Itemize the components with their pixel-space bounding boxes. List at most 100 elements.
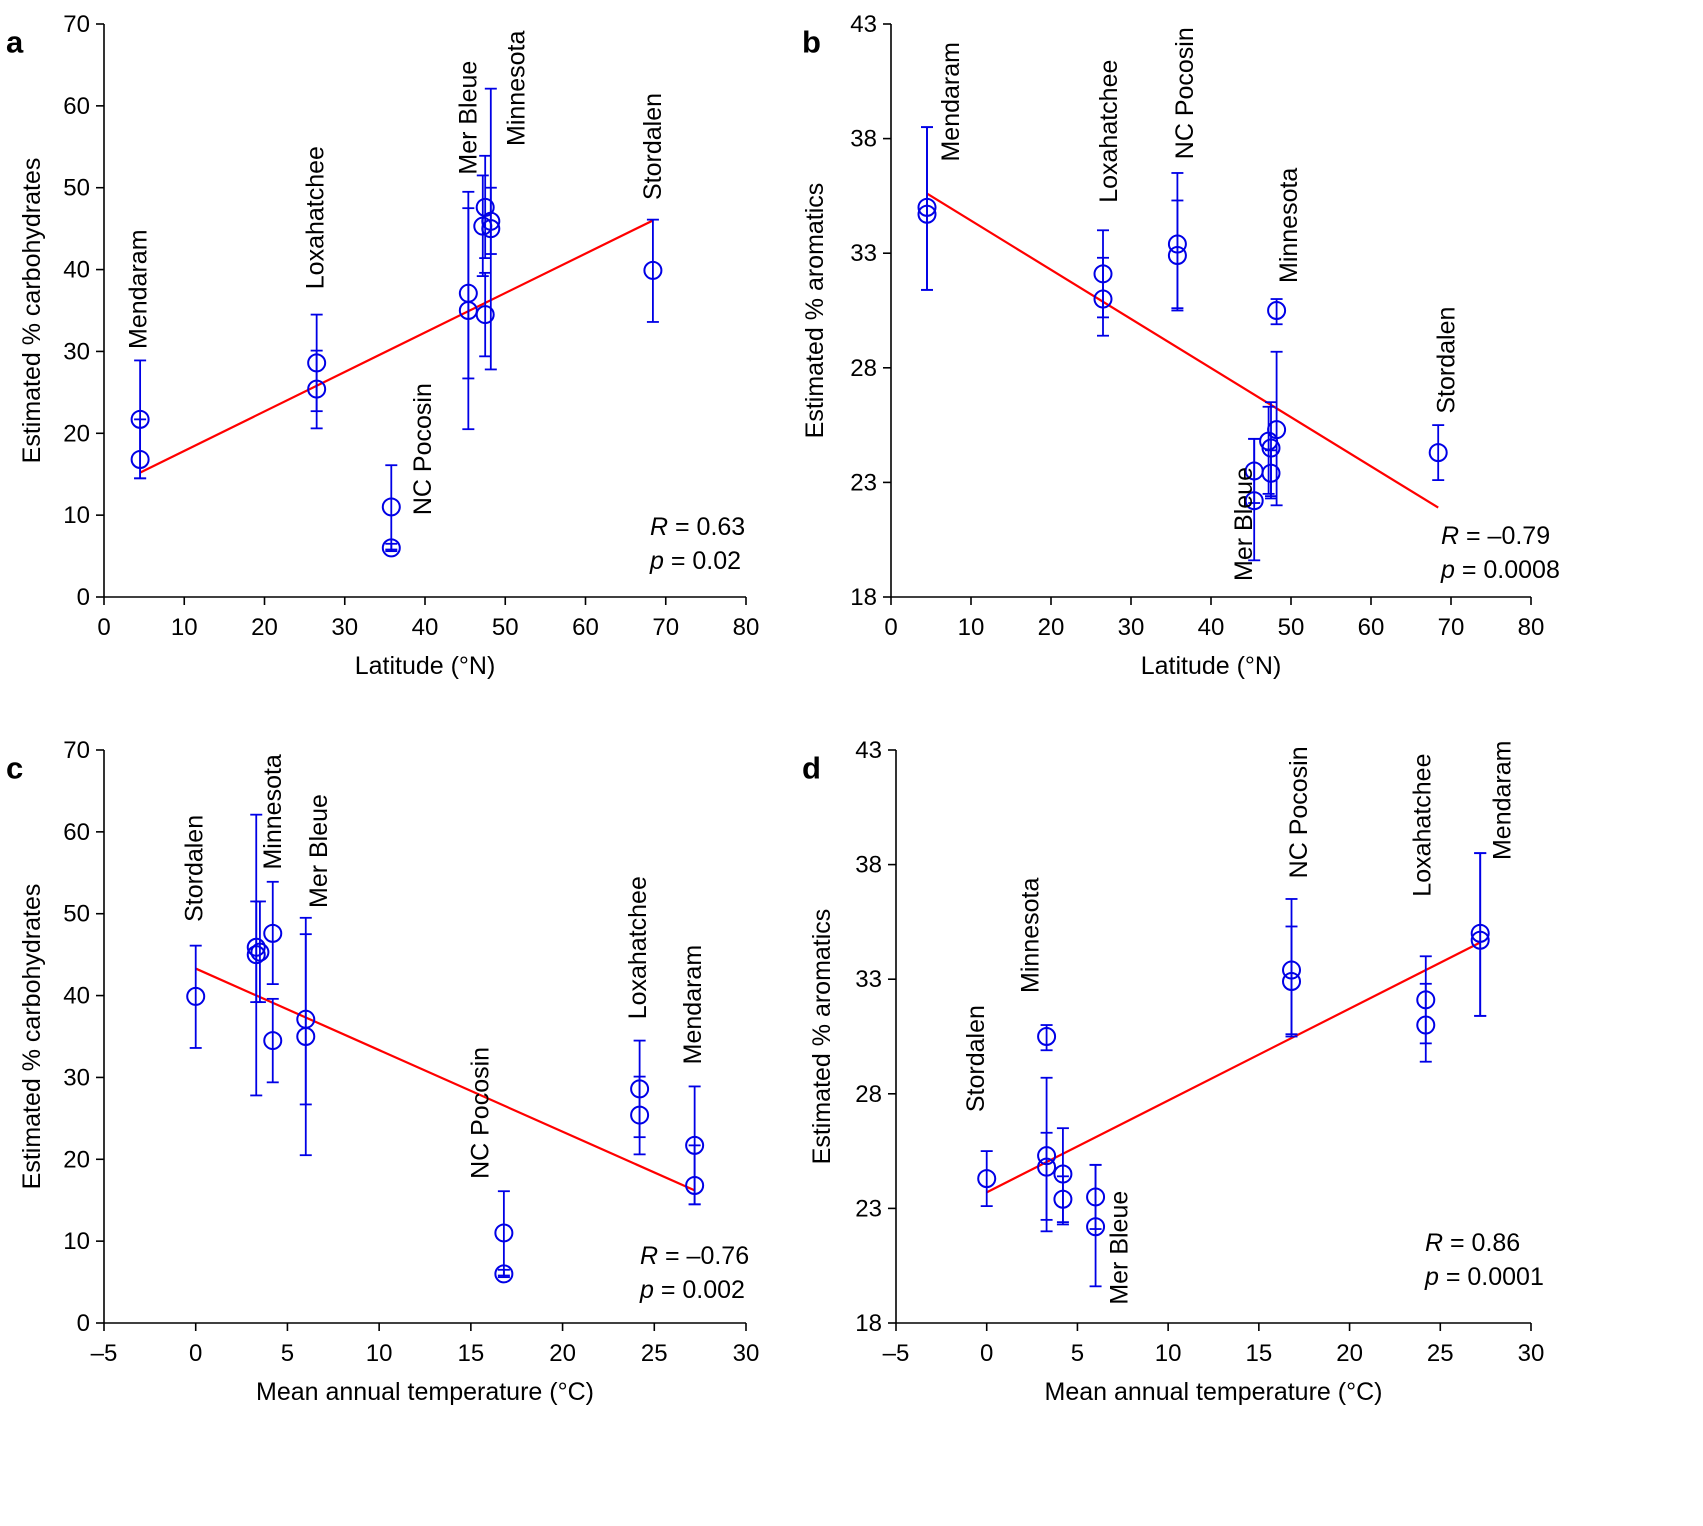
site-label: Stordalen — [962, 1005, 990, 1112]
regression-line — [195, 967, 696, 1192]
data-point — [246, 900, 266, 1004]
y-tick-label: 10 — [63, 502, 90, 529]
site-label: Mer Bleue — [455, 61, 483, 175]
x-tick-label: 10 — [1155, 1340, 1182, 1367]
p-symbol: p — [1440, 556, 1455, 584]
y-tick-label: 50 — [63, 175, 90, 202]
x-tick-label: 15 — [1246, 1340, 1273, 1367]
data-point — [1053, 1175, 1073, 1226]
point-marker — [263, 923, 283, 943]
site-label: NC Pocosin — [1285, 746, 1313, 878]
y-axis-title: Estimated % aromatics — [808, 909, 836, 1165]
regression-line — [139, 219, 654, 474]
x-tick-label: 50 — [492, 614, 519, 641]
y-tick-label: 18 — [855, 1310, 882, 1337]
p-statistic: p = 0.002 — [639, 1276, 745, 1304]
y-tick-label: 0 — [77, 584, 90, 611]
y-tick-label: 23 — [850, 469, 877, 496]
site-label: Mer Bleue — [1230, 467, 1258, 581]
x-tick-label: 0 — [189, 1340, 202, 1367]
data-point — [1416, 982, 1436, 1063]
data-point — [263, 880, 283, 986]
site-label: Mendaram — [937, 42, 965, 162]
y-axis-title: Estimated % carbohydrates — [18, 884, 46, 1190]
x-tick-label: 70 — [652, 614, 679, 641]
y-tick-label: 28 — [850, 355, 877, 382]
data-point — [263, 997, 283, 1084]
data-point — [643, 218, 663, 323]
y-axis-title: Estimated % carbohydrates — [18, 158, 46, 464]
site-label: Mer Bleue — [305, 794, 333, 908]
site-label: NC Pocosin — [1171, 27, 1199, 159]
r-value: = –0.76 — [658, 1242, 749, 1270]
panel-a: a 0 10 20 30 40 50 60 70 80 0 10 20 30 40 50 60 70 Latitud… — [6, 11, 759, 680]
y-tick-label: 70 — [63, 737, 90, 764]
y-tick-label: 30 — [63, 338, 90, 365]
data-point — [1244, 437, 1264, 562]
p-value: = 0.0008 — [1455, 556, 1560, 584]
x-tick-label: 0 — [884, 614, 897, 641]
site-label: NC Pocosin — [409, 383, 437, 515]
x-tick-label: 20 — [1336, 1340, 1363, 1367]
point-marker — [630, 1105, 650, 1125]
site-label: Mendaram — [679, 945, 707, 1065]
data-point — [186, 944, 206, 1049]
x-tick-label: 30 — [1118, 614, 1145, 641]
r-value: = 0.86 — [1443, 1229, 1520, 1257]
point-marker — [494, 1223, 514, 1243]
p-value: = 0.02 — [664, 547, 741, 575]
x-tick-label: 70 — [1438, 614, 1465, 641]
x-axis-title: Latitude (°N) — [355, 652, 496, 680]
point-marker — [685, 1175, 705, 1195]
y-tick-label: 0 — [77, 1310, 90, 1337]
data-point — [494, 1264, 514, 1284]
point-marker — [296, 1027, 316, 1046]
x-tick-label: 30 — [1518, 1340, 1545, 1367]
data-point — [1470, 852, 1490, 1017]
site-label: Stordalen — [639, 93, 667, 200]
x-tick-label: 10 — [958, 614, 985, 641]
r-symbol: R — [640, 1242, 658, 1270]
site-label: Minnesota — [259, 754, 287, 869]
y-tick-label: 33 — [850, 240, 877, 267]
panel-letter: a — [6, 24, 24, 59]
x-tick-label: 30 — [331, 614, 358, 641]
data-point — [494, 1190, 514, 1277]
data-point — [1267, 298, 1287, 326]
data-point — [307, 349, 327, 430]
point-marker — [250, 942, 270, 962]
point-marker — [475, 305, 495, 325]
x-tick-label: 15 — [458, 1340, 485, 1367]
x-axis-title: Mean annual temperature (°C) — [256, 1378, 594, 1406]
x-tick-label: 0 — [980, 1340, 993, 1367]
x-tick-label: –5 — [883, 1340, 910, 1367]
y-tick-label: 40 — [63, 983, 90, 1010]
point-marker — [1086, 1217, 1106, 1237]
y-tick-label: 70 — [63, 11, 90, 38]
x-tick-label: 60 — [1358, 614, 1385, 641]
y-tick-label: 18 — [850, 584, 877, 611]
x-tick-label: 25 — [641, 1340, 668, 1367]
site-label: Stordalen — [1432, 307, 1460, 414]
site-label: Mer Bleue — [1106, 1191, 1134, 1305]
site-label: Mendaram — [125, 229, 153, 348]
r-statistic: R = 0.86 — [1425, 1229, 1520, 1257]
y-tick-label: 30 — [63, 1064, 90, 1091]
point-marker — [1093, 289, 1113, 309]
site-label: Loxahatchee — [1095, 60, 1123, 203]
y-tick-label: 60 — [63, 93, 90, 120]
x-axis-title: Mean annual temperature (°C) — [1045, 1378, 1383, 1406]
point-marker — [1267, 301, 1287, 320]
y-tick-label: 33 — [855, 966, 882, 993]
data-point — [977, 1150, 997, 1208]
r-symbol: R — [1441, 522, 1459, 550]
data-point — [475, 271, 495, 358]
data-point — [1037, 1024, 1057, 1052]
regression-line — [986, 941, 1481, 1194]
x-tick-label: 25 — [1427, 1340, 1454, 1367]
point-marker — [1470, 930, 1490, 950]
data-point — [917, 126, 937, 291]
panel-letter: c — [6, 750, 23, 785]
y-tick-label: 20 — [63, 420, 90, 447]
data-point — [381, 538, 401, 558]
